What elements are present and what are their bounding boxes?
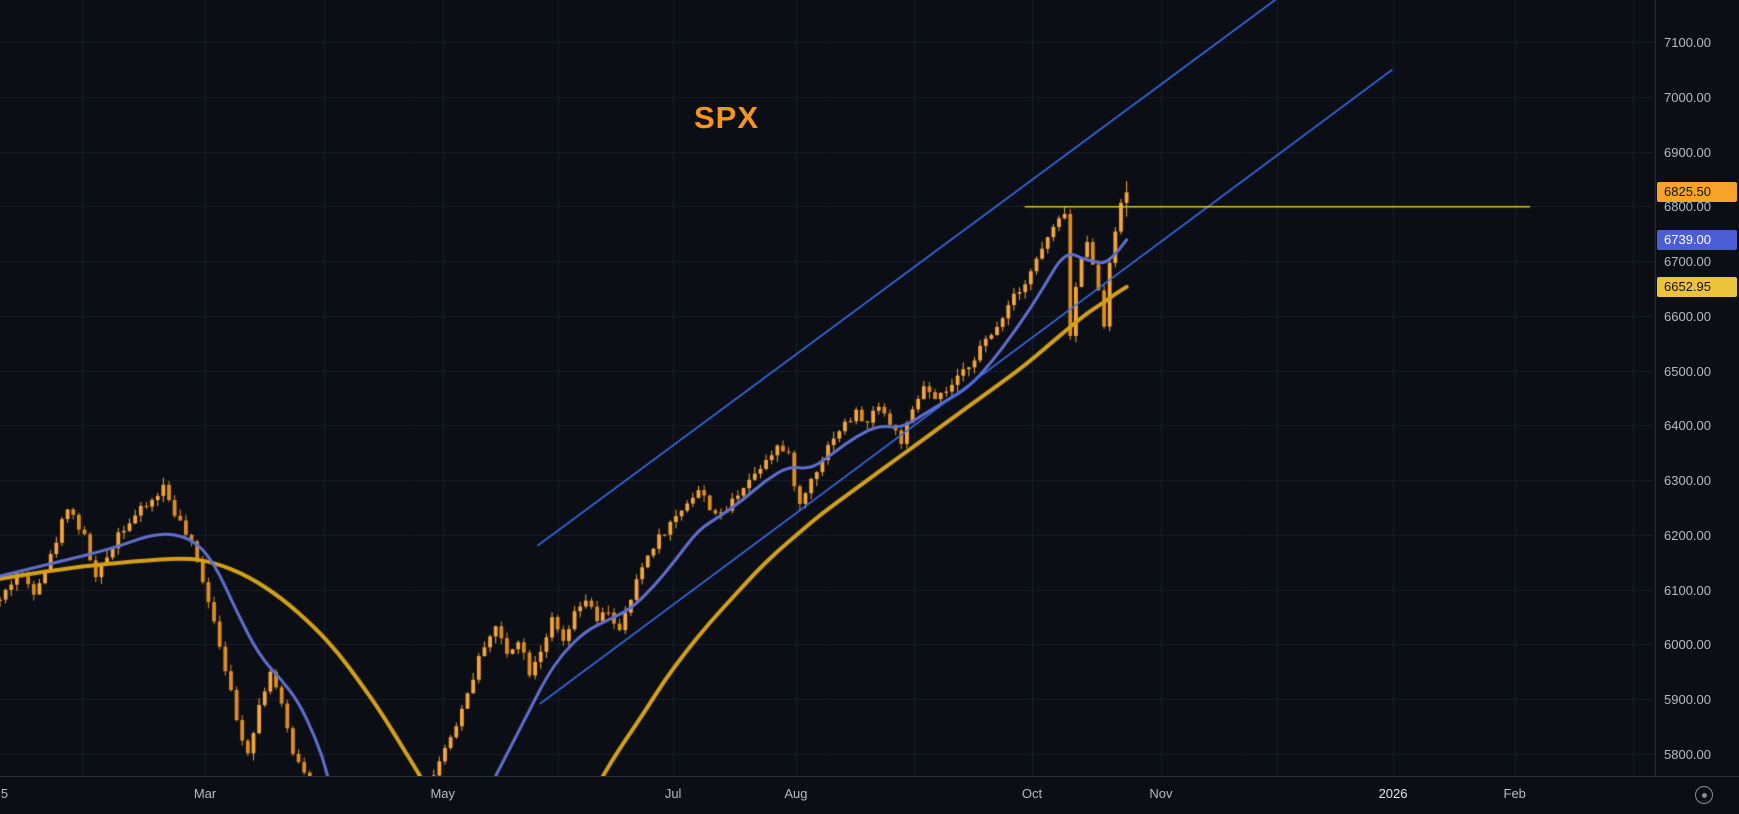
time-axis-label: Oct	[1021, 786, 1043, 801]
price-axis-label: 5800.00	[1664, 747, 1711, 762]
symbol-watermark: SPX	[694, 100, 760, 135]
price-axis-label: 6900.00	[1664, 144, 1711, 160]
time-axis-label: Jul	[664, 786, 682, 801]
price-axis-label: 6700.00	[1664, 254, 1711, 270]
price-axis-label: 6800.00	[1664, 199, 1711, 215]
price-axis-label: 7100.00	[1664, 35, 1711, 50]
target-icon[interactable]	[1695, 786, 1713, 804]
time-axis-label: Feb	[1503, 786, 1526, 801]
price-axis-label: 6200.00	[1664, 527, 1711, 543]
price-axis-label: 6400.00	[1664, 418, 1711, 434]
price-axis-label: 6000.00	[1664, 637, 1711, 653]
price-axis-label: 5900.00	[1664, 692, 1711, 708]
time-axis[interactable]: 5 Mar May Jul Aug Oct Nov 2026 Feb	[0, 776, 1739, 814]
time-axis-label: Mar	[193, 786, 217, 801]
price-axis-label: 7000.00	[1664, 89, 1711, 105]
price-axis-label: 6500.00	[1664, 363, 1711, 379]
price-axis-label: 6300.00	[1664, 473, 1711, 489]
price-chart-canvas[interactable]	[0, 0, 1655, 776]
last-price-badge: 6825.50	[1657, 182, 1737, 203]
time-axis-year-label: 2026	[1378, 786, 1408, 801]
time-axis-label: Aug	[784, 786, 808, 801]
ma-fast-value-badge: 6739.00	[1657, 229, 1737, 250]
time-axis-label: 5	[0, 786, 9, 801]
price-axis-label: 6100.00	[1664, 582, 1711, 598]
ma-slow-value-badge: 6652.95	[1657, 276, 1737, 297]
price-axis[interactable]: 7100.00 7000.00 6900.00 6800.00 6700.00 6600.…	[1655, 0, 1739, 776]
time-axis-label: Nov	[1149, 786, 1173, 801]
price-axis-label: 6600.00	[1664, 308, 1711, 324]
time-axis-label: May	[430, 786, 456, 801]
